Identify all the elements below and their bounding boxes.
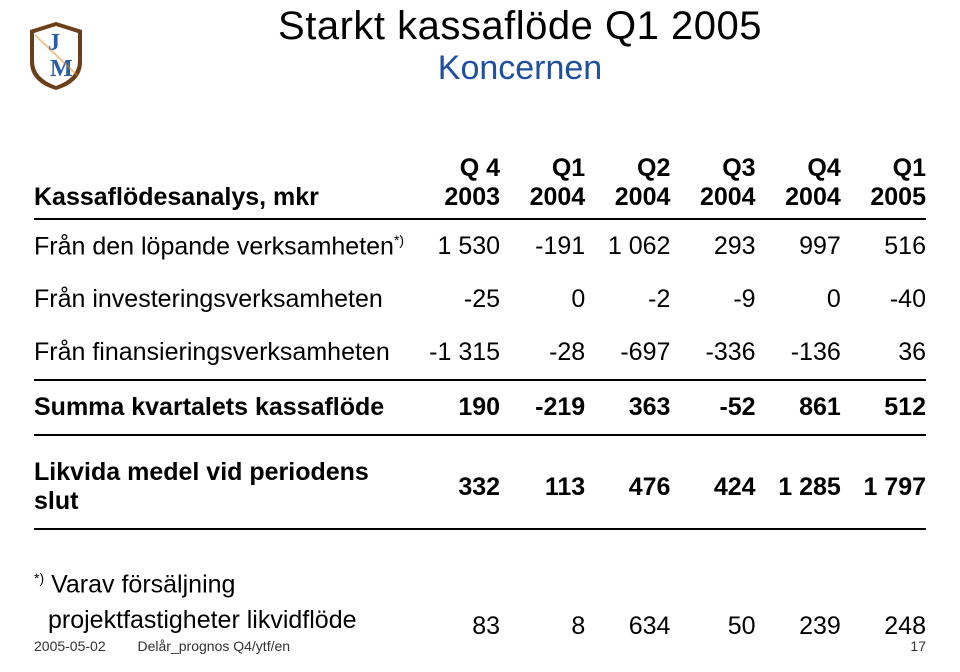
- cell: 293: [670, 219, 755, 273]
- cell: -219: [500, 380, 585, 434]
- row-label: Från investeringsverksamheten: [34, 273, 415, 326]
- col-head: 2004: [500, 183, 585, 218]
- col-head: Q4: [756, 150, 841, 183]
- cell: 1 062: [585, 219, 670, 273]
- row-label: Likvida medel vid periodens slut: [34, 446, 415, 528]
- row-label: Summa kvartalets kassaflöde: [34, 380, 415, 434]
- col-head: Q 4: [415, 150, 500, 183]
- cell: 512: [841, 380, 926, 434]
- table-header-label: Kassaflödesanalys, mkr: [34, 183, 415, 218]
- cell: -697: [585, 326, 670, 379]
- cell: 0: [500, 273, 585, 326]
- cell: 1 285: [756, 446, 841, 528]
- row-label: Från finansieringsverksamheten: [34, 326, 415, 379]
- cell: 861: [756, 380, 841, 434]
- cell: 1 530: [415, 219, 500, 273]
- spacer: [34, 529, 926, 558]
- slide-title: Starkt kassaflöde Q1 2005 Koncernen: [120, 4, 920, 88]
- row-sup: *): [394, 232, 404, 248]
- cell: -9: [670, 273, 755, 326]
- cell: -2: [585, 273, 670, 326]
- cell: 516: [841, 219, 926, 273]
- cell: 476: [585, 446, 670, 528]
- spacer: [34, 435, 926, 446]
- cell: 997: [756, 219, 841, 273]
- row-label: Från den löpande verksamheten: [34, 232, 394, 260]
- cell: 113: [500, 446, 585, 528]
- cashflow-table: Q 4 Q1 Q2 Q3 Q4 Q1 Kassaflödesanalys, mk…: [34, 150, 926, 653]
- footer-ref: Delår_prognos Q4/ytf/en: [138, 638, 291, 654]
- cell: -28: [500, 326, 585, 379]
- cell: -136: [756, 326, 841, 379]
- title-line-2: Koncernen: [120, 49, 920, 88]
- cell: -25: [415, 273, 500, 326]
- cell: 190: [415, 380, 500, 434]
- slide-footer: 2005-05-02 Delår_prognos Q4/ytf/en 17: [34, 638, 926, 654]
- col-head: 2005: [841, 183, 926, 218]
- footnote-row-top: *) Varav försäljning: [34, 558, 926, 599]
- table-header-row-1: Q 4 Q1 Q2 Q3 Q4 Q1: [34, 150, 926, 183]
- table-row: Från den löpande verksamheten*) 1 530 -1…: [34, 219, 926, 273]
- footnote-label-1b: Varav försäljning: [51, 571, 235, 599]
- cell: -336: [670, 326, 755, 379]
- cell: 0: [756, 273, 841, 326]
- table-row: Likvida medel vid periodens slut 332 113…: [34, 446, 926, 528]
- cell: 1 797: [841, 446, 926, 528]
- cell: -1 315: [415, 326, 500, 379]
- footer-page: 17: [910, 638, 926, 654]
- table-row: Från investeringsverksamheten -25 0 -2 -…: [34, 273, 926, 326]
- table-row: Från finansieringsverksamheten -1 315 -2…: [34, 326, 926, 379]
- cell: -40: [841, 273, 926, 326]
- col-head: Q3: [670, 150, 755, 183]
- cell: 363: [585, 380, 670, 434]
- footer-date: 2005-05-02: [34, 638, 106, 654]
- col-head: 2004: [585, 183, 670, 218]
- table-row: Summa kvartalets kassaflöde 190 -219 363…: [34, 380, 926, 434]
- col-head: Q1: [841, 150, 926, 183]
- col-head: Q1: [500, 150, 585, 183]
- col-head: 2004: [756, 183, 841, 218]
- cell: 36: [841, 326, 926, 379]
- col-head: Q2: [585, 150, 670, 183]
- cell: 332: [415, 446, 500, 528]
- footnote-sup: *): [34, 570, 44, 586]
- cell: -191: [500, 219, 585, 273]
- logo: J M: [26, 20, 86, 92]
- col-head: 2004: [670, 183, 755, 218]
- table-header-row-2: Kassaflödesanalys, mkr 2003 2004 2004 20…: [34, 183, 926, 218]
- title-line-1: Starkt kassaflöde Q1 2005: [120, 4, 920, 49]
- col-head: 2003: [415, 183, 500, 218]
- cell: -52: [670, 380, 755, 434]
- cell: 424: [670, 446, 755, 528]
